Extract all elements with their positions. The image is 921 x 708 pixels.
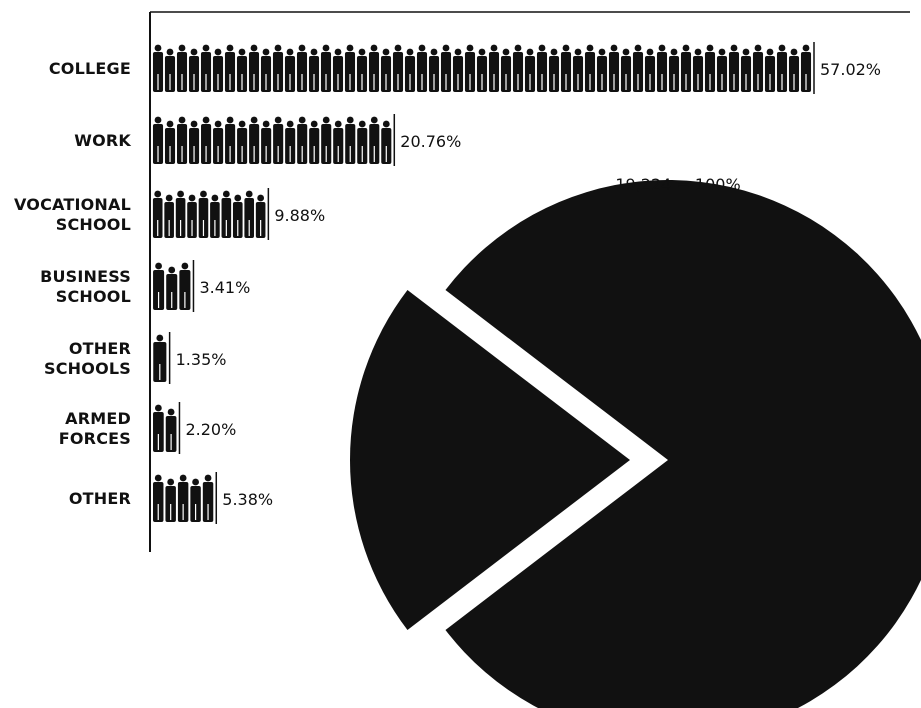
category-label: COLLEGE (49, 59, 131, 78)
bar (152, 188, 270, 240)
bar (153, 332, 171, 384)
value-label: 2.20% (185, 420, 236, 439)
pie-group (349, 180, 921, 708)
bar (152, 114, 396, 166)
category-label: OTHER (69, 489, 131, 508)
category-label: OTHER SCHOOLS (44, 339, 131, 378)
value-label: 1.35% (176, 350, 227, 369)
value-label: 5.38% (222, 490, 273, 509)
pie-slice (445, 180, 921, 708)
value-label: 3.41% (199, 278, 250, 297)
bar (153, 260, 195, 312)
category-label: ARMED FORCES (59, 409, 131, 448)
bar-group: COLLEGE 57.02% WORK 20.76% VOCATIONAL SCHOOL 9… (14, 42, 881, 524)
category-label: VOCATIONAL SCHOOL (14, 195, 131, 234)
value-label: 20.76% (400, 132, 461, 151)
value-label: 57.02% (820, 60, 881, 79)
pie-slice (349, 290, 630, 630)
bar (153, 402, 181, 454)
category-label: BUSINESS SCHOOL (40, 267, 131, 306)
pie-total-label: 19,224 = 100% (615, 175, 740, 194)
bar (152, 472, 218, 524)
value-label: 9.88% (274, 206, 325, 225)
bar (152, 42, 815, 94)
category-label: WORK (74, 131, 131, 150)
